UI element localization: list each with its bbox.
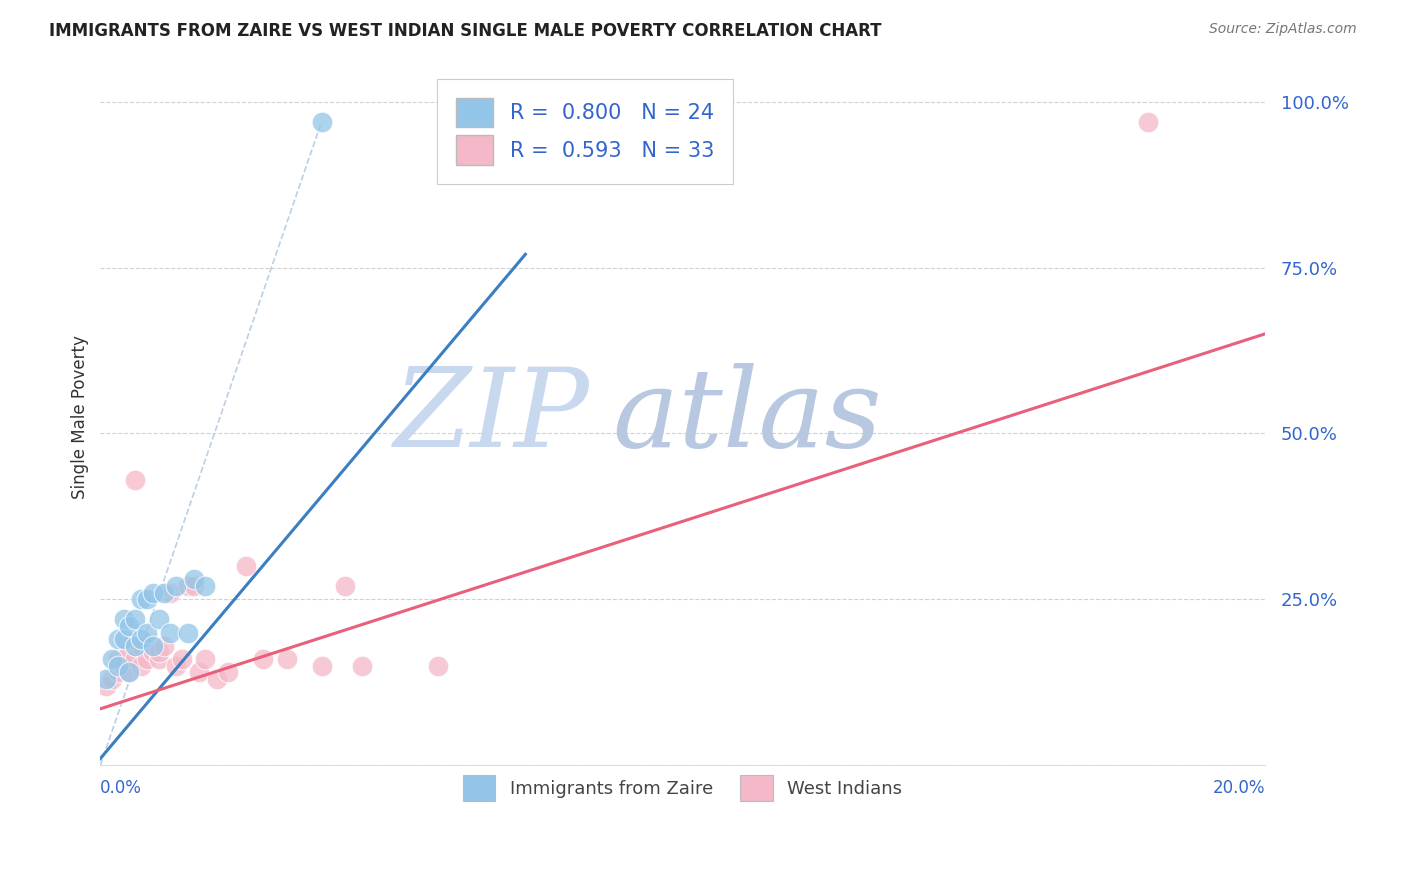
Point <box>118 645 141 659</box>
Point <box>194 652 217 666</box>
Point <box>159 585 181 599</box>
Point <box>107 652 129 666</box>
Point <box>352 658 374 673</box>
Point <box>148 612 170 626</box>
Point <box>96 672 118 686</box>
Point <box>96 679 118 693</box>
Point <box>176 625 198 640</box>
Point <box>129 632 152 647</box>
Point <box>124 639 146 653</box>
Point <box>112 612 135 626</box>
Point <box>183 573 205 587</box>
Point <box>276 652 298 666</box>
Point <box>165 579 187 593</box>
Point <box>142 585 165 599</box>
Point <box>159 625 181 640</box>
Point <box>183 579 205 593</box>
Point <box>235 559 257 574</box>
Point <box>136 652 159 666</box>
Point <box>112 658 135 673</box>
Point <box>124 612 146 626</box>
Point <box>107 658 129 673</box>
Legend: Immigrants from Zaire, West Indians: Immigrants from Zaire, West Indians <box>449 761 917 815</box>
Point <box>136 625 159 640</box>
Point <box>129 592 152 607</box>
Point <box>153 585 176 599</box>
Point <box>165 658 187 673</box>
Text: IMMIGRANTS FROM ZAIRE VS WEST INDIAN SINGLE MALE POVERTY CORRELATION CHART: IMMIGRANTS FROM ZAIRE VS WEST INDIAN SIN… <box>49 22 882 40</box>
Point <box>124 652 146 666</box>
Point <box>311 114 333 128</box>
Y-axis label: Single Male Poverty: Single Male Poverty <box>72 334 89 499</box>
Point <box>142 639 165 653</box>
Point <box>194 579 217 593</box>
Point <box>129 658 152 673</box>
Point <box>142 645 165 659</box>
Point <box>176 579 198 593</box>
Point <box>101 672 124 686</box>
Point <box>427 658 450 673</box>
Point <box>148 645 170 659</box>
Point <box>252 652 274 666</box>
Point <box>153 639 176 653</box>
Point <box>188 665 211 680</box>
Point <box>129 639 152 653</box>
Text: Source: ZipAtlas.com: Source: ZipAtlas.com <box>1209 22 1357 37</box>
Point <box>112 632 135 647</box>
Point <box>107 665 129 680</box>
Text: 0.0%: 0.0% <box>100 779 142 797</box>
Text: ZIP: ZIP <box>394 363 589 471</box>
Point <box>136 592 159 607</box>
Point <box>1137 114 1160 128</box>
Point <box>311 658 333 673</box>
Text: 20.0%: 20.0% <box>1212 779 1265 797</box>
Point <box>124 473 146 487</box>
Point <box>118 619 141 633</box>
Point <box>118 665 141 680</box>
Text: atlas: atlas <box>613 363 883 471</box>
Point <box>101 652 124 666</box>
Point <box>118 665 141 680</box>
Point <box>205 672 228 686</box>
Point <box>107 632 129 647</box>
Point <box>148 652 170 666</box>
Point <box>170 652 193 666</box>
Point <box>217 665 239 680</box>
Point <box>333 579 356 593</box>
